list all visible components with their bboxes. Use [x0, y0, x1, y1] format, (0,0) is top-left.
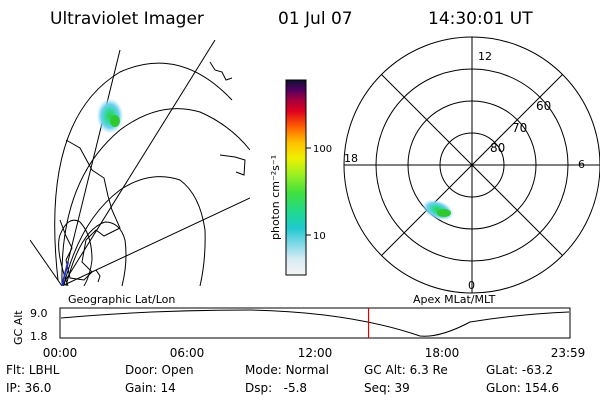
info-value: 6.3 Re — [409, 363, 448, 377]
geographic-map — [30, 40, 250, 286]
info-label: Mode: — [245, 363, 282, 377]
info-value: 154.6 — [524, 381, 559, 395]
lat-label: 60 — [536, 99, 551, 113]
info-value: 39 — [394, 381, 410, 395]
coastline — [95, 269, 101, 283]
info-label: GLon: — [486, 381, 521, 395]
info-value: Open — [161, 363, 194, 377]
timeline-ytick: 1.8 — [30, 330, 48, 343]
timeline-ylabel: GC Alt — [12, 310, 25, 345]
mlt-label-bottom: 0 — [468, 279, 475, 292]
date-label: 01 Jul 07 — [278, 9, 353, 29]
meridian — [61, 40, 216, 286]
app-title: Ultraviolet Imager — [50, 9, 204, 29]
timeline-frame — [59, 307, 571, 339]
info-value: LBHL — [28, 363, 60, 377]
lat-circle — [63, 176, 206, 286]
info-value: -5.8 — [283, 381, 308, 395]
track — [61, 261, 69, 286]
info-value: -63.2 — [521, 363, 553, 377]
timeline-right-title: Apex MLat/MLT — [413, 293, 496, 306]
info-label: Gain: — [125, 381, 157, 395]
mlt-label-left: 18 — [344, 152, 358, 165]
lat-circle — [54, 62, 233, 281]
timeline-xaxis: 00:00 06:00 12:00 18:00 23:59 — [43, 346, 586, 360]
polar-plot — [343, 36, 600, 294]
polar-axis — [381, 74, 563, 256]
meridian — [30, 239, 63, 286]
info-flt: Flt: LBHL — [6, 363, 59, 377]
info-label: GC Alt: — [364, 363, 406, 377]
lat-circle — [58, 219, 93, 286]
info-gc-alt: GC Alt: 6.3 Re — [364, 363, 448, 377]
aurora-core-polar — [437, 209, 451, 217]
colorbar-tick-label: 100 — [313, 144, 332, 155]
info-label: Flt: — [6, 363, 25, 377]
lat-circle — [65, 221, 127, 286]
colorbar-tick-label: 10 — [313, 231, 326, 242]
info-label: Seq: — [364, 381, 391, 395]
info-value: 14 — [160, 381, 176, 395]
mlt-label-top: 12 — [478, 50, 492, 63]
info-label: IP: — [6, 381, 21, 395]
colorbar — [285, 79, 307, 276]
lat-label: 80 — [490, 141, 505, 155]
info-label: GLat: — [486, 363, 519, 377]
info-glat: GLat: -63.2 — [486, 363, 553, 377]
timeline-xtick: 23:59 — [551, 346, 586, 360]
info-gain: Gain: 14 — [125, 381, 176, 395]
timeline-xtick: 06:00 — [170, 346, 205, 360]
altitude-curve — [60, 309, 570, 337]
timeline-xtick: 00:00 — [43, 346, 78, 360]
info-seq: Seq: 39 — [364, 381, 410, 395]
info-label: Door: — [125, 363, 158, 377]
colorbar-label: photon cm⁻²s⁻¹ — [269, 155, 282, 240]
aurora-spot-geo — [97, 99, 123, 133]
timeline-left-title: Geographic Lat/Lon — [68, 293, 175, 306]
info-ip: IP: 36.0 — [6, 381, 51, 395]
info-dsp: Dsp: -5.8 — [245, 381, 307, 395]
time-label: 14:30:01 UT — [428, 9, 533, 29]
coastline — [209, 61, 233, 81]
info-glon: GLon: 154.6 — [486, 381, 559, 395]
timeline-xtick: 12:00 — [298, 346, 333, 360]
mlt-label-right: 6 — [578, 158, 585, 171]
aurora-core-geo — [110, 115, 120, 127]
timeline-xtick: 18:00 — [425, 346, 460, 360]
timeline-ytick: 9.0 — [30, 307, 48, 320]
info-value: 36.0 — [24, 381, 52, 395]
lat-circle — [61, 108, 250, 284]
info-door: Door: Open — [125, 363, 194, 377]
info-value: Normal — [285, 363, 329, 377]
info-label: Dsp: — [245, 381, 273, 395]
meridian — [61, 197, 250, 286]
info-mode: Mode: Normal — [245, 363, 329, 377]
coastline — [59, 139, 121, 281]
coastline — [219, 154, 246, 176]
lat-label: 70 — [512, 121, 527, 135]
